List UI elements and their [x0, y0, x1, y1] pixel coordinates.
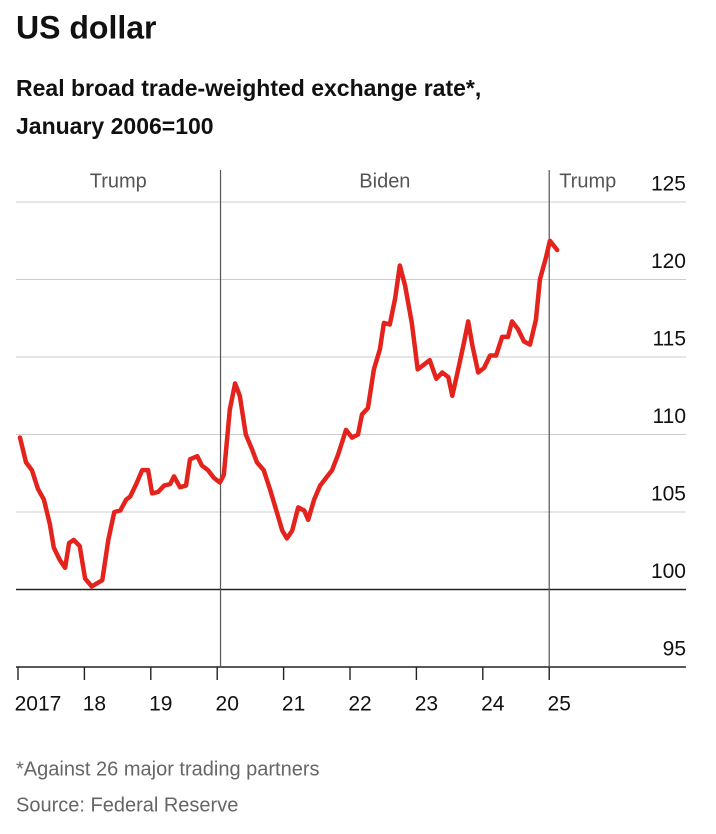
y-tick-label: 95 — [663, 638, 686, 661]
line-series — [17, 238, 560, 589]
y-tick-label: 110 — [653, 405, 686, 428]
x-tick-label: 23 — [415, 693, 438, 716]
x-tick-label: 2017 — [15, 693, 62, 716]
footnote: *Against 26 major trading partners — [16, 758, 320, 780]
x-tick-label: 21 — [282, 693, 305, 716]
x-tick-label: 25 — [548, 693, 571, 716]
y-tick-label: 120 — [651, 250, 686, 273]
chart-subtitle: Real broad trade-weighted exchange rate*… — [16, 75, 481, 101]
period-label: Trump — [559, 170, 616, 192]
x-tick-label: 20 — [216, 693, 239, 716]
y-tick-label: 115 — [653, 328, 686, 351]
y-tick-label: 105 — [651, 483, 686, 506]
x-tick-label: 18 — [83, 693, 106, 716]
x-tick-label: 22 — [348, 693, 371, 716]
y-tick-label: 100 — [651, 560, 686, 583]
chart-subtitle: January 2006=100 — [16, 113, 214, 139]
x-tick-label: 24 — [481, 693, 505, 716]
x-tick-label: 19 — [149, 693, 172, 716]
source: Source: Federal Reserve — [16, 794, 238, 816]
y-tick-label: 125 — [651, 173, 686, 196]
period-label: Trump — [90, 170, 147, 192]
period-label: Biden — [359, 170, 410, 192]
chart-title: US dollar — [16, 9, 156, 45]
